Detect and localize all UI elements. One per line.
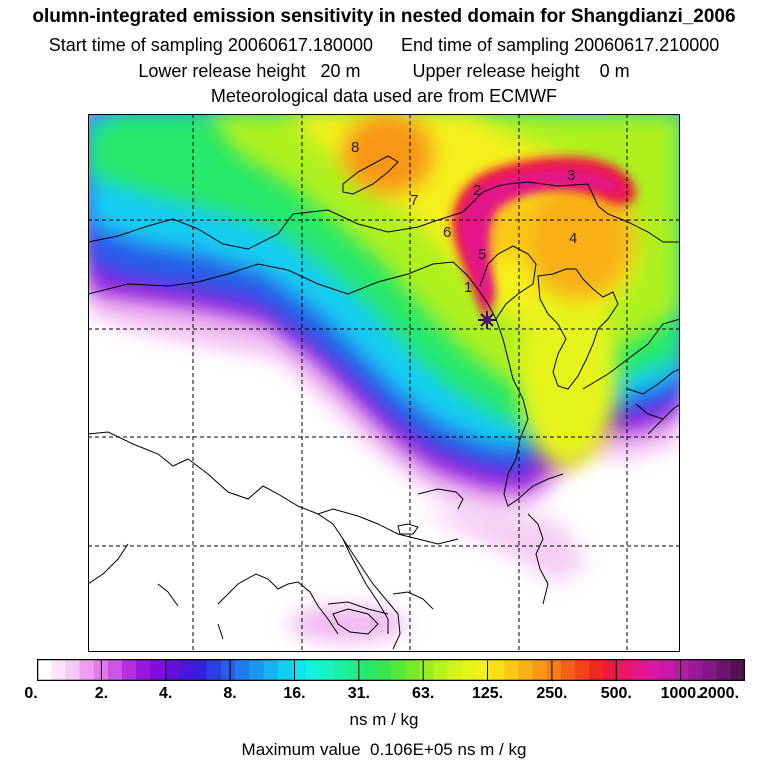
color-scale-swatch <box>263 659 279 681</box>
color-scale-swatch <box>221 659 236 681</box>
color-scale-swatch <box>277 659 293 681</box>
color-scale-swatch <box>192 659 208 681</box>
lower-release-label: Lower release height <box>138 61 306 81</box>
traj-label-1: 1 <box>464 279 472 296</box>
color-scale-swatch <box>447 659 463 681</box>
color-scale-swatch <box>674 659 689 681</box>
color-scale-frame <box>37 659 745 681</box>
color-scale-unit: ns m / kg <box>349 710 419 729</box>
color-scale-swatch <box>334 659 350 681</box>
color-scale-tick-label: 16. <box>283 685 306 702</box>
color-scale-tick-label: 31. <box>347 685 370 702</box>
color-scale-swatch <box>716 659 732 681</box>
traj-label-2: 2 <box>473 182 481 199</box>
start-time-value: 20060617.180000 <box>227 35 373 55</box>
traj-label-6: 6 <box>443 224 451 241</box>
color-scale-swatch <box>306 659 321 681</box>
color-scale-swatch <box>433 659 449 681</box>
color-scale-tick-label: 2000. <box>698 685 740 702</box>
color-scale-swatch <box>702 659 718 681</box>
lat-lon-grid <box>88 114 680 652</box>
color-scale-swatch <box>419 659 435 681</box>
color-scale-swatch <box>136 659 151 681</box>
sampling-time-line: Start time of sampling 20060617.180000 E… <box>0 34 768 56</box>
color-scale-swatch <box>546 659 562 681</box>
color-scale-swatch <box>150 659 166 681</box>
color-scale-swatch <box>518 659 534 681</box>
color-scale-tick-label: 0. <box>24 685 38 702</box>
color-scale-swatch <box>490 659 505 681</box>
color-scale-swatch <box>37 659 52 681</box>
traj-label-5: 5 <box>478 246 486 263</box>
color-scale-swatch <box>51 659 66 681</box>
color-scale-swatch <box>79 659 95 681</box>
maximum-value-label: Maximum value <box>241 740 361 759</box>
color-scale-tick-label: 500. <box>600 685 632 702</box>
color-scale-swatch <box>645 659 661 681</box>
release-height-line: Lower release height 20 m Upper release … <box>0 60 768 82</box>
color-scale-swatch <box>249 659 265 681</box>
met-data-note: Meteorological data used are from ECMWF <box>210 86 558 106</box>
color-scale-swatch <box>107 659 123 681</box>
lower-release-value: 20 m <box>320 61 361 81</box>
map-frame <box>88 114 680 652</box>
color-scale-swatch <box>320 659 335 681</box>
sensitivity-map: 1 2 3 4 5 6 7 8 <box>88 114 680 652</box>
color-scale-tick-label: 2. <box>94 685 109 702</box>
end-time-label: End time of sampling <box>400 35 570 55</box>
color-scale-swatch <box>178 659 194 681</box>
color-scale-swatch <box>291 659 307 681</box>
color-scale-swatch <box>560 659 576 681</box>
traj-label-8: 8 <box>351 139 359 156</box>
color-scale-swatch <box>532 659 548 681</box>
color-scale-swatch <box>235 659 250 681</box>
color-scale-swatch <box>121 659 137 681</box>
color-scale-ticks: 0. 2. 4. 8. 16. 31. 63. 125. 250. 500. 1000. 2000. <box>0 685 768 705</box>
traj-label-4: 4 <box>569 230 577 247</box>
color-scale-swatch <box>206 659 222 681</box>
upper-release-value: 0 m <box>599 61 630 81</box>
color-scale-swatch <box>461 659 477 681</box>
release-point-icon <box>478 311 496 329</box>
color-scale-tick-label: 8. <box>223 685 237 702</box>
color-scale-swatch <box>730 659 745 681</box>
color-scale-swatch <box>688 659 704 681</box>
trajectory-labels: 1 2 3 4 5 6 7 8 <box>351 139 577 296</box>
sensitivity-field <box>88 114 680 652</box>
start-time-label: Start time of sampling <box>48 35 223 55</box>
upper-release-label: Upper release height <box>412 61 580 81</box>
color-scale-tick-label: 63. <box>412 685 435 702</box>
color-scale-tick-label: 1000. <box>660 685 701 702</box>
end-time-value: 20060617.210000 <box>574 35 720 55</box>
color-scale-swatch <box>164 659 180 681</box>
color-scale-swatch <box>660 659 675 681</box>
traj-label-3: 3 <box>567 167 575 184</box>
maximum-value: Maximum value 0.106E+05 ns m / kg <box>0 740 768 760</box>
coastline-borders <box>88 155 680 650</box>
color-scale-swatch <box>631 659 647 681</box>
color-scale-swatch <box>617 659 633 681</box>
color-scale-swatch <box>589 659 604 681</box>
color-scale-swatch <box>575 659 590 681</box>
color-scale-tick-label: 125. <box>471 685 504 702</box>
color-scale-swatch <box>504 659 520 681</box>
color-scale-swatch <box>376 659 392 681</box>
color-scale-swatch <box>405 659 420 681</box>
color-scale-swatch <box>348 659 364 681</box>
color-scale-swatch <box>475 659 491 681</box>
color-scale-swatch <box>65 659 81 681</box>
color-scale-swatch <box>603 659 619 681</box>
color-scale-tick-label: 4. <box>159 685 173 702</box>
color-scale-swatch <box>362 659 378 681</box>
traj-label-7: 7 <box>410 192 418 209</box>
plot-title: olumn-integrated emission sensitivity in… <box>32 6 736 27</box>
color-scale-swatch <box>391 659 406 681</box>
color-scale-bar <box>37 659 745 681</box>
maximum-value-number: 0.106E+05 ns m / kg <box>370 740 527 759</box>
color-scale-tick-label: 250. <box>536 685 568 702</box>
